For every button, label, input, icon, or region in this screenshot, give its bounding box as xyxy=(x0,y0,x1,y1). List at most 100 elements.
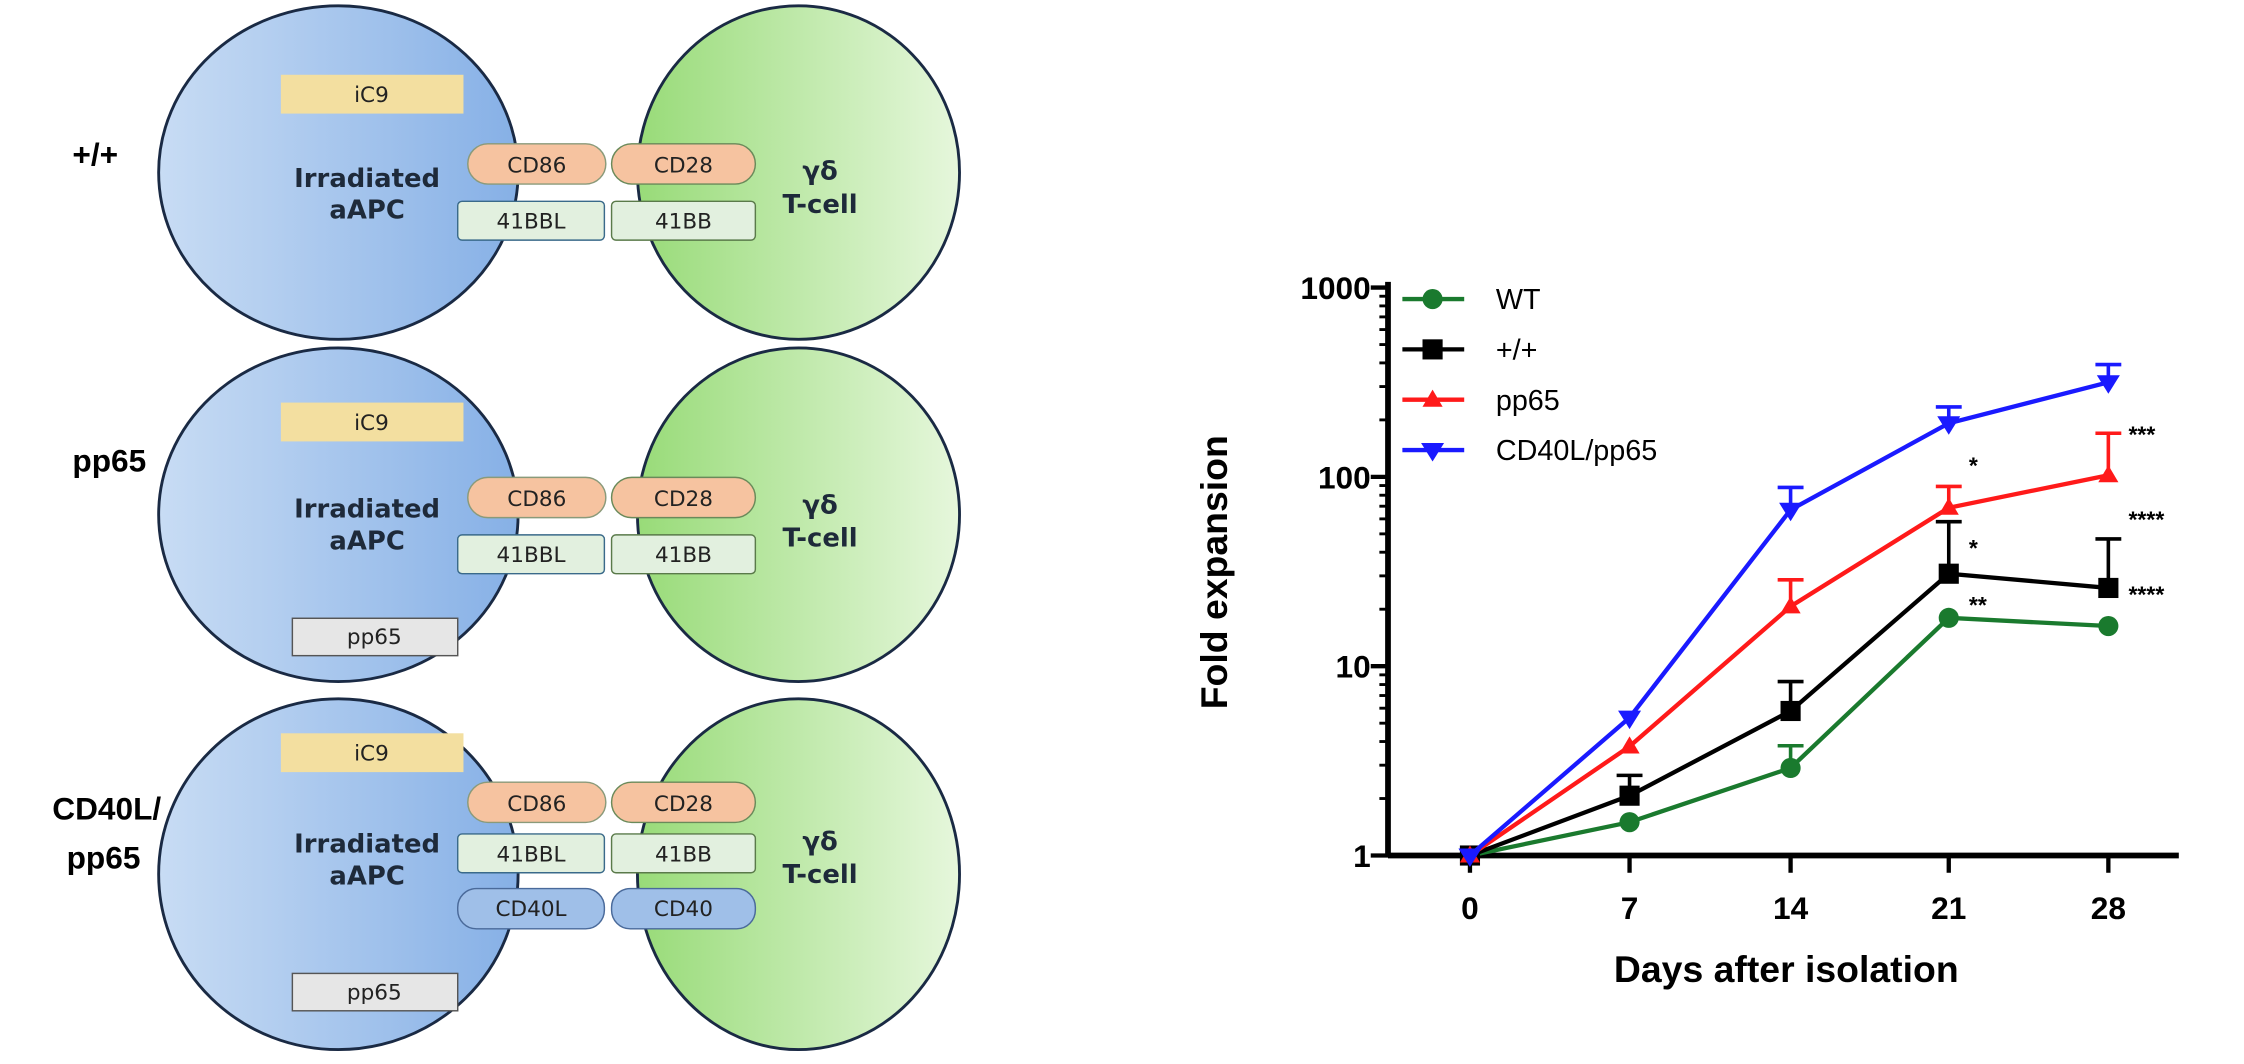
legend-item: WT xyxy=(1402,284,1541,316)
legend-item: CD40L/pp65 xyxy=(1402,435,1657,467)
apc-label-2: aAPC xyxy=(329,526,404,556)
41bb-box xyxy=(610,534,757,575)
y-tick-label: 1000 xyxy=(1300,270,1370,306)
legend-label: WT xyxy=(1496,284,1541,316)
cd40-pill xyxy=(610,887,757,930)
panel-label-wt-plus: +/+ xyxy=(72,136,118,172)
y-tick-label: 10 xyxy=(1336,649,1371,685)
cd86-pill xyxy=(467,143,607,185)
diagram-panel-2: iC9 Irradiated aAPC CD86 CD28 41BBL 41BB… xyxy=(157,346,961,683)
pp65-box xyxy=(291,972,459,1012)
data-point xyxy=(1458,848,1482,868)
ic9-box xyxy=(280,74,464,114)
data-point xyxy=(1619,736,1640,754)
y-tick-label: 100 xyxy=(1318,459,1371,495)
cd86-label: CD86 xyxy=(507,154,566,179)
tcell-label-2: T-cell xyxy=(782,190,857,220)
apc-label-2: aAPC xyxy=(329,196,404,226)
x-tick-label: 21 xyxy=(1931,890,1966,926)
series-- xyxy=(1459,519,2122,866)
cd28-label: CD28 xyxy=(654,154,713,179)
legend-label: +/+ xyxy=(1496,334,1538,366)
41bb-label: 41BB xyxy=(655,210,712,235)
data-point xyxy=(1619,812,1640,833)
legend-marker xyxy=(1422,289,1443,310)
significance-annotation: ** xyxy=(1969,592,1987,618)
significance-annotation: * xyxy=(1969,452,1978,478)
ic9-label: iC9 xyxy=(354,83,389,108)
41bbl-box xyxy=(457,200,606,241)
diagram-panel-1: iC9 Irradiated aAPC CD86 CD28 41BBL 41BB… xyxy=(157,4,961,341)
tcell-label-1: γδ xyxy=(802,827,837,857)
x-tick-label: 14 xyxy=(1773,890,1809,926)
data-point xyxy=(2098,577,2119,599)
series-pp65 xyxy=(1459,431,2122,863)
y-tick-label: 1 xyxy=(1353,838,1371,874)
cd40l-pill xyxy=(457,887,606,930)
41bbl-label: 41BBL xyxy=(497,210,566,235)
data-point xyxy=(2096,375,2120,394)
data-point xyxy=(1938,497,1959,515)
legend-marker xyxy=(1421,442,1445,462)
cd28-label: CD28 xyxy=(654,792,713,817)
41bbl-box xyxy=(457,534,606,575)
cd86-label: CD86 xyxy=(507,487,566,512)
series-line xyxy=(1468,473,2109,858)
x-tick-label: 7 xyxy=(1621,890,1639,926)
diagram-panel-3: iC9 Irradiated aAPC CD86 CD28 41BBL 41BB… xyxy=(157,697,961,1052)
ic9-box xyxy=(280,733,464,773)
ic9-label: iC9 xyxy=(354,742,389,767)
data-point xyxy=(1938,607,1959,628)
data-point xyxy=(2098,615,2119,637)
tcell-label-2: T-cell xyxy=(782,860,857,890)
41bb-label: 41BB xyxy=(655,842,712,867)
apc-label-1: Irradiated xyxy=(294,495,440,525)
cd86-pill xyxy=(467,476,607,519)
apc-label-1: Irradiated xyxy=(294,164,440,194)
41bb-box xyxy=(610,833,757,874)
cd40l-label: CD40L xyxy=(496,897,567,922)
cd28-pill xyxy=(610,143,757,185)
significance-annotation: **** xyxy=(2128,507,2164,533)
ic9-box xyxy=(280,402,464,442)
data-point xyxy=(1619,785,1640,806)
cd28-pill xyxy=(610,781,757,824)
significance-annotation: * xyxy=(1969,535,1978,561)
data-point xyxy=(1780,757,1801,779)
41bbl-box xyxy=(457,833,606,874)
panel-label-cd40l-line1: CD40L/ xyxy=(52,791,161,827)
data-point xyxy=(1938,563,1959,584)
legend-item: +/+ xyxy=(1402,334,1537,366)
x-axis-label: Days after isolation xyxy=(1614,948,1959,990)
cd86-label: CD86 xyxy=(507,792,566,817)
apc-label-1: Irradiated xyxy=(294,830,440,860)
x-tick-label: 0 xyxy=(1461,890,1479,926)
series-wt xyxy=(1459,607,2119,866)
legend-label: CD40L/pp65 xyxy=(1496,435,1657,467)
tcell-label-1: γδ xyxy=(802,490,837,520)
legend-marker xyxy=(1422,389,1443,407)
41bb-box xyxy=(610,200,757,241)
y-axis-label: Fold expansion xyxy=(1193,435,1235,709)
cd28-label: CD28 xyxy=(654,487,713,512)
tcell-label-2: T-cell xyxy=(782,523,857,553)
pp65-label: pp65 xyxy=(347,625,402,650)
data-point xyxy=(2098,465,2119,483)
tcell-label-1: γδ xyxy=(802,157,837,187)
apc-cell xyxy=(157,697,520,1052)
41bbl-label: 41BBL xyxy=(497,543,566,568)
significance-annotation: **** xyxy=(2128,581,2164,607)
legend-label: pp65 xyxy=(1496,385,1560,417)
ic9-label: iC9 xyxy=(354,411,389,436)
legend-item: pp65 xyxy=(1402,385,1560,417)
apc-label-2: aAPC xyxy=(329,861,404,891)
pp65-box xyxy=(291,617,459,657)
data-point xyxy=(1780,596,1801,614)
x-tick-label: 28 xyxy=(2091,890,2126,926)
cd40-label: CD40 xyxy=(654,897,713,922)
pp65-label: pp65 xyxy=(347,980,402,1005)
data-point xyxy=(1779,502,1803,522)
cd28-pill xyxy=(610,476,757,519)
data-point xyxy=(1618,710,1642,730)
